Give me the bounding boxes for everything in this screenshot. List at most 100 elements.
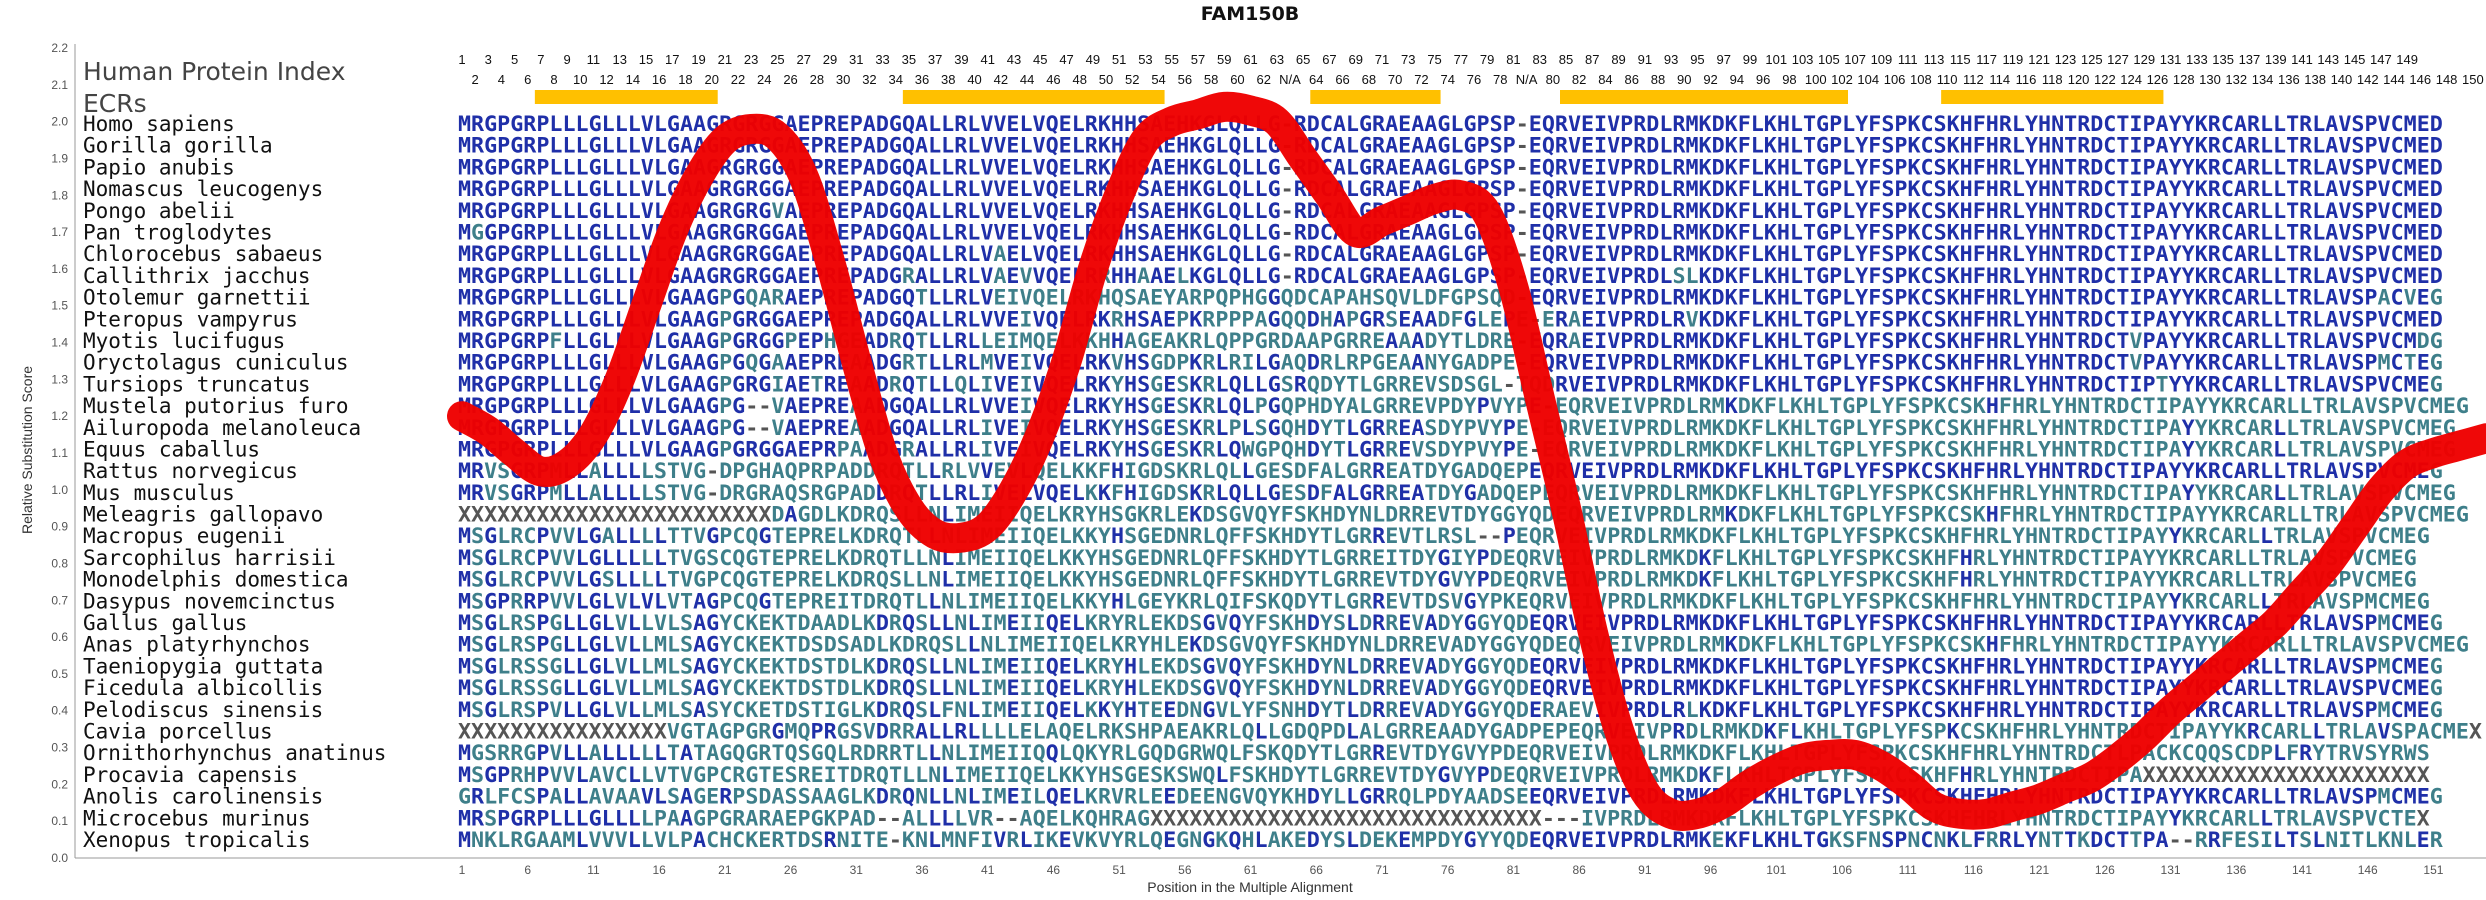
residue-run: M xyxy=(458,589,471,613)
residue-run: R xyxy=(2430,828,2443,852)
residue-run: E xyxy=(1163,416,1176,440)
residue-run: MRGPGRPLLLGLLLVLGAAG xyxy=(458,307,719,331)
residue-run: MNFI xyxy=(941,828,993,852)
protein-index-label: 42 xyxy=(994,72,1008,87)
y-tick-label: 1.9 xyxy=(51,151,68,165)
residue-run: CME xyxy=(2391,654,2430,678)
x-tick-label: 6 xyxy=(524,863,531,877)
residue-run: QH xyxy=(1281,416,1307,440)
residue-run: R xyxy=(1385,611,1398,635)
residue-run: S xyxy=(2299,828,2312,852)
residue-run: - xyxy=(706,459,719,483)
residue-run: A xyxy=(680,785,693,809)
residue-run: ALGR xyxy=(1333,481,1386,505)
residue-run: K xyxy=(2077,828,2090,852)
residue-run: LQ xyxy=(1215,437,1241,461)
residue-run: S xyxy=(471,633,484,657)
residue-run: G xyxy=(484,676,497,700)
residue-run: RQLPDYAADSE xyxy=(1385,785,1529,809)
protein-index-label: 95 xyxy=(1690,52,1704,67)
residue-run: VL xyxy=(641,785,667,809)
residue-run: K xyxy=(1085,698,1098,722)
protein-index-label: 67 xyxy=(1322,52,1336,67)
sequence-row: MRVSGRPMLLALLLLSTVG-DPGHAQPRPADDRQTL LRLV… xyxy=(458,459,2443,483)
residue-run: Q xyxy=(902,329,915,353)
residue-run: QAR xyxy=(745,286,785,310)
residue-run: N xyxy=(954,611,967,635)
residue-run: P xyxy=(719,416,732,440)
species-name: Procavia capensis xyxy=(83,763,298,787)
protein-index-label: 123 xyxy=(2055,52,2077,67)
residue-run: E xyxy=(1007,785,1020,809)
residue-run: IGDS xyxy=(1137,481,1189,505)
residue-run: C xyxy=(2391,351,2404,375)
residue-run: K xyxy=(1189,481,1202,505)
residue-run: HS xyxy=(1124,437,1150,461)
residue-run: V xyxy=(2129,329,2142,353)
species-name: Chlorocebus sabaeus xyxy=(83,242,323,266)
protein-index-label: N/A xyxy=(1516,72,1538,87)
residue-run: IM xyxy=(980,785,1006,809)
protein-index-label: 96 xyxy=(1756,72,1770,87)
protein-index-label: 150 xyxy=(2462,72,2484,87)
protein-index-label: 30 xyxy=(836,72,850,87)
residue-run: K xyxy=(1189,416,1202,440)
residue-run: V xyxy=(549,741,562,765)
residue-run: HS xyxy=(1124,394,1150,418)
residue-run: ALLRL xyxy=(915,720,980,744)
residue-run: R xyxy=(1372,654,1385,678)
protein-index-label: 27 xyxy=(796,52,810,67)
residue-run: DN xyxy=(1176,698,1202,722)
residue-run: GYQD xyxy=(1477,676,1529,700)
residue-run: GP xyxy=(484,589,510,613)
residue-run: P xyxy=(536,741,549,765)
residue-run: P xyxy=(1477,546,1490,570)
residue-run: R xyxy=(902,264,915,288)
residue-run: L xyxy=(2260,806,2273,830)
residue-run: QEL xyxy=(1046,785,1085,809)
residue-run: AG xyxy=(693,611,719,635)
residue-run: LGR xyxy=(1346,416,1386,440)
residue-run: IK xyxy=(1033,828,1059,852)
residue-run: E xyxy=(1163,828,1176,852)
residue-run: L xyxy=(1215,763,1228,787)
protein-index-label: 74 xyxy=(1440,72,1454,87)
residue-run: LVTVGPCRGTESREITDRQTLLN xyxy=(641,763,941,787)
residue-run: EA xyxy=(1398,416,1424,440)
residue-run: LRS xyxy=(497,698,536,722)
residue-run: H xyxy=(1124,676,1137,700)
residue-run: A xyxy=(1568,329,1581,353)
residue-run: EQRVEIVPRDLRMKDKFLKHLTGPLYFSPKCSKHFHRLYH… xyxy=(1529,459,2430,483)
y-tick-label: 0.7 xyxy=(51,593,68,607)
residue-run: LLGL xyxy=(563,698,615,722)
protein-index-label: 50 xyxy=(1099,72,1113,87)
residue-run: VKVYRLQ xyxy=(1072,828,1163,852)
residue-run: Q xyxy=(1228,828,1241,852)
residue-run: LGR xyxy=(1346,785,1386,809)
residue-run: S xyxy=(915,676,928,700)
residue-run: LPA xyxy=(641,806,681,830)
residue-run: - xyxy=(1281,199,1294,223)
residue-run: - xyxy=(889,828,902,852)
protein-index-label: 121 xyxy=(2028,52,2050,67)
residue-run: MRGPGRPLLLGLLLVLGAAGRGRGGAEPREPADGQALLRL… xyxy=(458,155,1281,179)
residue-run: M xyxy=(458,654,471,678)
protein-index-label: 137 xyxy=(2239,52,2261,67)
residue-run: AKE xyxy=(1268,828,1307,852)
residue-run: P xyxy=(536,611,549,635)
residue-run: E xyxy=(1163,785,1176,809)
y-tick-label: 1.4 xyxy=(51,336,68,350)
residue-run: LSTVG xyxy=(641,459,706,483)
residue-run: H xyxy=(1111,329,1124,353)
residue-run: II xyxy=(1020,698,1046,722)
residue-run: RT xyxy=(902,351,928,375)
residue-run: DG xyxy=(2417,329,2443,353)
protein-index-label: 130 xyxy=(2199,72,2221,87)
residue-run: TEPRELKDRQTL xyxy=(772,524,929,548)
residue-run: -- xyxy=(993,806,1019,830)
residue-run: P xyxy=(1503,416,1516,440)
x-tick-label: 146 xyxy=(2358,863,2378,877)
residue-run: PSDASSAAGLK xyxy=(732,785,876,809)
residue-run: P xyxy=(1228,416,1241,440)
residue-run: YKRCAR xyxy=(2195,481,2274,505)
